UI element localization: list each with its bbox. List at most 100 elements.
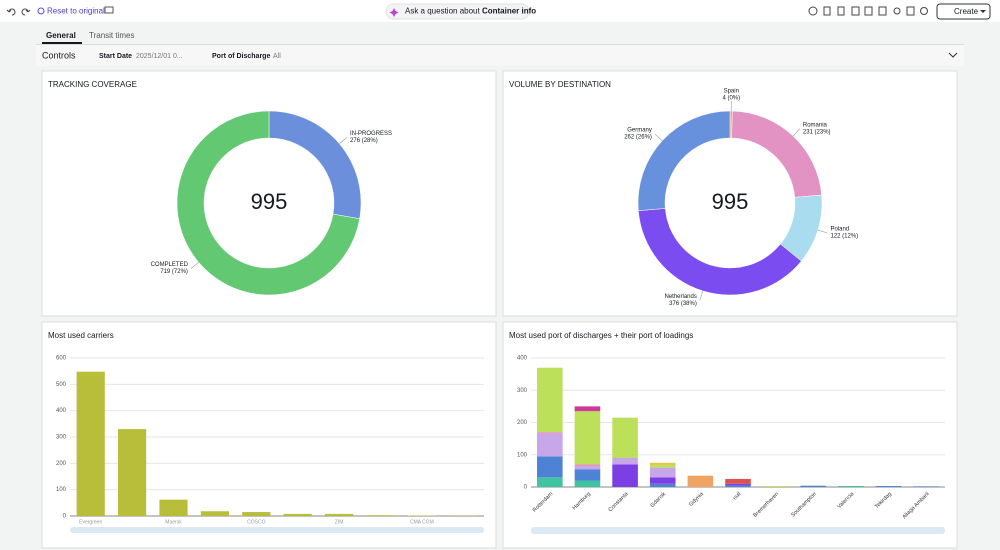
icon[interactable]: [864, 6, 873, 16]
icon[interactable]: [920, 7, 928, 15]
slice-value: 262 (26%): [624, 135, 652, 141]
slice-label: COMPLETED: [151, 262, 189, 268]
x-tick-label: null: [732, 491, 742, 501]
controls-bar: [36, 45, 964, 66]
filter-value[interactable]: All: [273, 53, 281, 60]
filter-value[interactable]: 2025/12/01 0...: [136, 53, 183, 60]
scrollbar[interactable]: [531, 527, 945, 534]
y-tick-label: 200: [56, 461, 67, 467]
panel: [502, 321, 958, 549]
icon[interactable]: [823, 6, 831, 16]
bar: [159, 499, 188, 516]
bar-segment: [537, 477, 563, 487]
ask-box[interactable]: [385, 3, 530, 20]
bar: [200, 511, 229, 516]
scrollbar[interactable]: [70, 527, 484, 533]
slice-label: Romania: [803, 122, 828, 128]
tab[interactable]: Transit times: [89, 31, 135, 40]
bar-segment: [574, 411, 601, 465]
tab[interactable]: General: [46, 31, 76, 40]
toolbar-icons: [808, 6, 928, 16]
donut-total: 995: [712, 189, 749, 214]
bar-segment: [838, 486, 864, 487]
bar-segment: [574, 464, 601, 467]
y-tick-label: 100: [56, 487, 67, 493]
bar-segment: [574, 406, 601, 412]
bar: [76, 371, 105, 516]
icon[interactable]: [906, 6, 915, 16]
x-tick-label: COSCO: [247, 519, 265, 525]
icon[interactable]: [808, 6, 818, 16]
y-tick-label: 0: [524, 485, 528, 491]
reset-icon[interactable]: [37, 7, 45, 15]
x-tick-label: ZIM: [335, 519, 344, 525]
ask-prefix: Ask a question about: [405, 7, 480, 16]
bar-segment: [649, 483, 676, 487]
controls-title[interactable]: Controls: [42, 50, 76, 60]
leader-line: [699, 290, 704, 301]
slice-label: IN-PROGRESS: [350, 131, 392, 137]
y-tick-label: 600: [56, 356, 67, 362]
bar-segment: [687, 475, 714, 487]
bar-segment: [913, 486, 939, 487]
bar-segment: [649, 465, 676, 468]
panel-title: VOLUME BY DESTINATION: [509, 80, 611, 89]
filter-label: Port of Discharge: [212, 53, 270, 60]
slice-value: 231 (23%): [803, 129, 831, 135]
bar-segment: [612, 457, 638, 465]
bar-segment: [612, 464, 638, 487]
collapse-chevron[interactable]: [948, 52, 958, 58]
icon[interactable]: [878, 6, 887, 16]
ask-subject: Container info: [482, 7, 536, 16]
bar-segment: [574, 469, 601, 481]
bar-segment: [725, 485, 751, 487]
redo-icon[interactable]: [21, 8, 31, 16]
leader-line: [190, 261, 199, 269]
bar-segment: [649, 462, 676, 466]
slice-label: Spain: [724, 89, 739, 95]
bar: [242, 512, 271, 516]
slice-label: Germany: [627, 128, 652, 134]
create-button[interactable]: [936, 3, 991, 20]
bar: [407, 515, 436, 516]
create-caret: [980, 10, 986, 13]
y-tick-label: 200: [517, 420, 528, 426]
bar: [283, 513, 312, 516]
bar-segment: [612, 417, 638, 458]
icon[interactable]: [851, 6, 860, 16]
icon[interactable]: [837, 6, 845, 16]
y-tick-label: 500: [56, 382, 67, 388]
leader-line: [654, 133, 663, 141]
view-icon[interactable]: [104, 6, 114, 14]
leader-line: [792, 128, 801, 137]
y-tick-label: 300: [517, 388, 528, 394]
ask-icon: [389, 8, 399, 17]
create-label[interactable]: Create: [954, 7, 979, 16]
x-tick-label: CMA CGM: [410, 519, 434, 525]
donut-total: 995: [251, 189, 288, 214]
undo-icon[interactable]: [6, 8, 16, 16]
bar-segment: [725, 483, 751, 486]
bar-segment: [800, 485, 827, 487]
slice-label: Poland: [830, 227, 849, 233]
y-tick-label: 400: [56, 408, 67, 414]
leader-line: [339, 137, 348, 145]
slice-value: 122 (12%): [830, 234, 858, 240]
leader-line: [817, 229, 828, 234]
icon[interactable]: [893, 7, 901, 15]
bar-segment: [537, 456, 563, 478]
ask-text[interactable]: Ask a question about Container info: [405, 7, 536, 16]
bar-segment: [762, 486, 789, 487]
slice-value: 719 (72%): [160, 269, 188, 275]
slice-value: 4 (0%): [722, 96, 740, 102]
bar: [118, 429, 147, 516]
bar-segment: [649, 467, 676, 478]
x-tick-label: Evergreen: [79, 519, 102, 525]
bar-segment: [574, 466, 601, 470]
bar: [366, 515, 395, 516]
x-tick-label: Maersk: [165, 519, 182, 525]
reset-button[interactable]: Reset to original: [47, 7, 105, 16]
panel-title: Most used port of discharges + their por…: [509, 331, 693, 340]
